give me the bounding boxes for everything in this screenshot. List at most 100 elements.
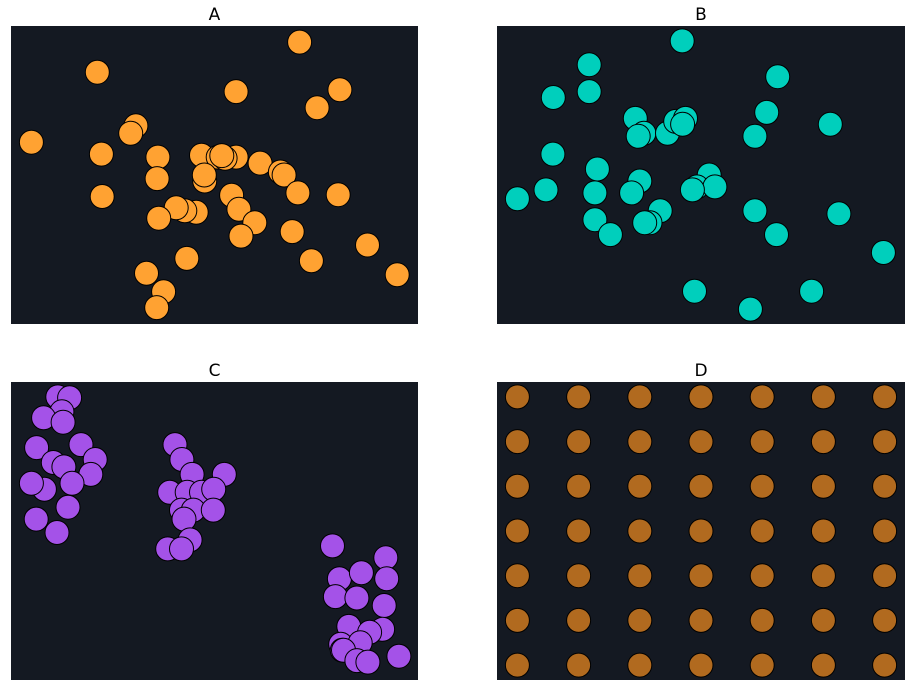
- scatter-point: [504, 429, 530, 455]
- scatter-point: [566, 563, 592, 589]
- scatter-point: [228, 223, 254, 249]
- scatter-point: [344, 585, 370, 611]
- scatter-point: [872, 563, 898, 589]
- scatter-point: [872, 473, 898, 499]
- scatter-point: [576, 79, 602, 105]
- scatter-point: [285, 180, 311, 206]
- scatter-point: [327, 77, 353, 103]
- scatter-point: [582, 207, 608, 233]
- scatter-point: [817, 111, 843, 137]
- scatter-point: [749, 473, 775, 499]
- scatter-point: [810, 473, 836, 499]
- scatter-point: [627, 652, 653, 678]
- scatter-point: [688, 384, 714, 410]
- scatter-point: [582, 180, 608, 206]
- scatter-point: [810, 652, 836, 678]
- scatter-point: [89, 184, 115, 209]
- scatter-point: [670, 111, 696, 137]
- scatter-point: [737, 296, 763, 322]
- scatter-point: [627, 429, 653, 455]
- scatter-point: [566, 473, 592, 499]
- scatter-point: [627, 473, 653, 499]
- scatter-point: [566, 607, 592, 633]
- scatter-point: [749, 429, 775, 455]
- scatter-point: [144, 166, 170, 192]
- scatter-point: [134, 260, 159, 286]
- scatter-point: [50, 409, 76, 435]
- scatter-plot-a: [11, 26, 418, 324]
- scatter-point: [504, 518, 530, 544]
- scatter-point: [566, 652, 592, 678]
- panel-title-b: B: [695, 4, 707, 25]
- scatter-point: [18, 129, 44, 155]
- scatter-point: [749, 563, 775, 589]
- scatter-point: [373, 545, 399, 571]
- scatter-point: [223, 79, 249, 105]
- scatter-point: [18, 470, 44, 496]
- scatter-point: [348, 560, 374, 586]
- scatter-point: [749, 518, 775, 544]
- scatter-plot-d: [497, 382, 905, 680]
- scatter-plot-c: [11, 382, 418, 680]
- scatter-point: [810, 429, 836, 455]
- scatter-point: [118, 120, 144, 146]
- scatter-point: [209, 143, 235, 169]
- panel-title-d: D: [694, 360, 708, 381]
- scatter-plot-b: [497, 26, 905, 324]
- scatter-point: [688, 429, 714, 455]
- scatter-point: [702, 174, 728, 200]
- scatter-point: [171, 506, 197, 532]
- scatter-point: [872, 607, 898, 633]
- scatter-point: [386, 643, 412, 669]
- scatter-point: [355, 232, 380, 258]
- scatter-point: [504, 563, 530, 589]
- scatter-point: [88, 141, 114, 167]
- scatter-point: [504, 186, 530, 212]
- scatter-point: [146, 205, 172, 231]
- scatter-point: [627, 518, 653, 544]
- scatter-point: [810, 607, 836, 633]
- scatter-point: [584, 156, 610, 182]
- scatter-point: [764, 222, 789, 248]
- scatter-point: [59, 470, 85, 496]
- scatter-point: [504, 473, 530, 499]
- scatter-point: [810, 384, 836, 410]
- scatter-point: [872, 518, 898, 544]
- scatter-point: [355, 649, 381, 675]
- scatter-point: [688, 607, 714, 633]
- scatter-point: [669, 28, 695, 54]
- scatter-point: [24, 435, 50, 461]
- scatter-point: [374, 566, 400, 592]
- scatter-point: [504, 607, 530, 633]
- scatter-point: [679, 177, 705, 203]
- scatter-point: [566, 429, 592, 455]
- scatter-point: [597, 222, 623, 248]
- scatter-point: [749, 607, 775, 633]
- scatter-point: [144, 295, 170, 321]
- scatter-point: [749, 652, 775, 678]
- scatter-point: [627, 563, 653, 589]
- scatter-point: [870, 240, 896, 265]
- scatter-point: [682, 278, 707, 304]
- panel-title-c: C: [208, 360, 221, 381]
- scatter-point: [625, 123, 651, 149]
- scatter-point: [540, 85, 566, 110]
- scatter-point: [742, 198, 768, 224]
- scatter-point: [688, 652, 714, 678]
- scatter-point: [191, 162, 217, 188]
- scatter-point: [279, 219, 305, 245]
- scatter-point: [533, 177, 559, 203]
- scatter-point: [688, 563, 714, 589]
- scatter-point: [325, 182, 351, 208]
- scatter-point: [688, 518, 714, 544]
- scatter-point: [632, 210, 658, 236]
- scatter-point: [742, 123, 768, 149]
- scatter-point: [304, 95, 330, 121]
- scatter-point: [872, 384, 898, 410]
- scatter-point: [322, 584, 348, 610]
- scatter-point: [754, 99, 780, 125]
- scatter-point: [810, 518, 836, 544]
- scatter-point: [371, 593, 397, 618]
- scatter-point: [504, 652, 530, 678]
- scatter-point: [504, 384, 530, 410]
